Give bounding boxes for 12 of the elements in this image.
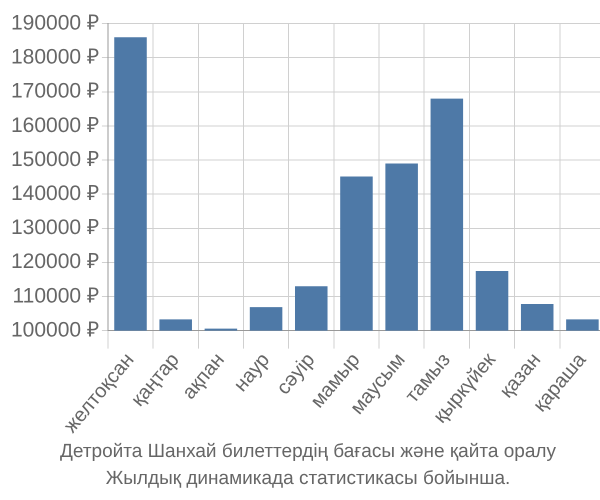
y-tick-label: 110000 ₽ — [12, 284, 99, 308]
y-tick-label: 100000 ₽ — [10, 318, 99, 342]
y-tick-label: 120000 ₽ — [10, 250, 99, 274]
y-tick-label: 140000 ₽ — [10, 182, 99, 205]
y-tick-label: 170000 ₽ — [10, 80, 99, 103]
text: Детройта Шанхай билеттердің бағасы және қайта оралу — [59, 440, 557, 464]
y-tick-label: 180000 ₽ — [10, 46, 99, 69]
text: Жылдық динамикада статистикасы бойынша. — [104, 467, 512, 491]
y-tick-label: 130000 ₽ — [10, 216, 99, 240]
y-tick-label: 190000 ₽ — [10, 11, 99, 34]
y-tick-label: 160000 ₽ — [10, 114, 99, 137]
y-tick-label: 150000 ₽ — [10, 148, 99, 171]
